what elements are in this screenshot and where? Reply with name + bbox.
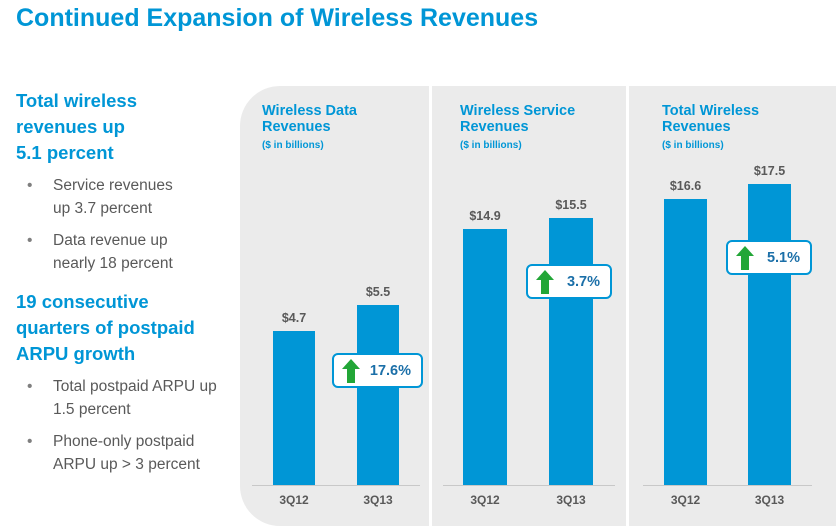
bar-3Q13 — [549, 218, 593, 485]
data-label: $4.7 — [281, 311, 307, 326]
chart-title-text: Wireless Service Revenues — [460, 103, 576, 135]
x-axis — [643, 485, 812, 486]
bar-3Q13 — [748, 184, 791, 485]
x-tick-label: 3Q12 — [670, 493, 701, 507]
bullet: Service revenues up 3.7 percent — [16, 174, 193, 220]
chart-title-text: Total Wireless Revenues — [662, 103, 760, 135]
section-heading: Total wireless revenues up 5.1 percent — [16, 90, 137, 163]
data-label: $16.6 — [669, 179, 702, 194]
growth-badge: 17.6% — [332, 353, 423, 388]
bullet: Total postpaid ARPU up 1.5 percent — [16, 375, 223, 421]
section-heading: 19 consecutive quarters of postpaid ARPU… — [16, 291, 195, 364]
bullet: Phone-only postpaid ARPU up > 3 percent — [16, 430, 223, 476]
data-label: $15.5 — [555, 198, 587, 213]
data-label: $14.9 — [469, 208, 501, 223]
chart-title-text: Wireless Data Revenues — [262, 103, 357, 135]
up-arrow-icon — [342, 358, 360, 383]
chart-subtitle: ($ in billions) — [662, 140, 724, 151]
x-tick-label: 3Q12 — [279, 493, 309, 507]
bar-3Q13 — [357, 305, 399, 485]
growth-value: 3.7% — [566, 273, 600, 290]
bar-3Q12 — [463, 228, 507, 485]
bar-3Q12 — [664, 199, 707, 485]
growth-value: 5.1% — [766, 249, 800, 266]
up-arrow-icon — [736, 245, 754, 270]
slide-title: Continued Expansion of Wireless Revenues — [16, 4, 539, 32]
chart-title: Wireless Service Revenues ($ in billions) — [460, 103, 630, 154]
x-tick-label: 3Q13 — [556, 493, 586, 507]
divider — [626, 86, 629, 526]
x-axis — [252, 485, 420, 486]
x-tick-label: 3Q13 — [754, 493, 785, 507]
x-tick-label: 3Q13 — [363, 493, 393, 507]
chart-title: Total Wireless Revenues ($ in billions) — [662, 103, 832, 154]
chart-subtitle: ($ in billions) — [460, 140, 522, 151]
growth-badge: 3.7% — [526, 264, 612, 299]
x-axis — [443, 485, 615, 486]
up-arrow-icon — [536, 269, 554, 294]
summary-text: Total wireless revenues up 5.1 percent S… — [16, 88, 241, 490]
data-label: $17.5 — [753, 164, 786, 178]
data-label: $5.5 — [365, 285, 391, 300]
growth-value: 17.6% — [369, 362, 411, 379]
bar-3Q12 — [273, 331, 315, 485]
charts-panel — [240, 86, 836, 526]
divider — [429, 86, 432, 526]
chart-title: Wireless Data Revenues ($ in billions) — [262, 103, 432, 154]
bullet: Data revenue up nearly 18 percent — [16, 229, 193, 275]
x-tick-label: 3Q12 — [470, 493, 500, 507]
growth-badge: 5.1% — [726, 240, 812, 275]
chart-subtitle: ($ in billions) — [262, 140, 324, 151]
